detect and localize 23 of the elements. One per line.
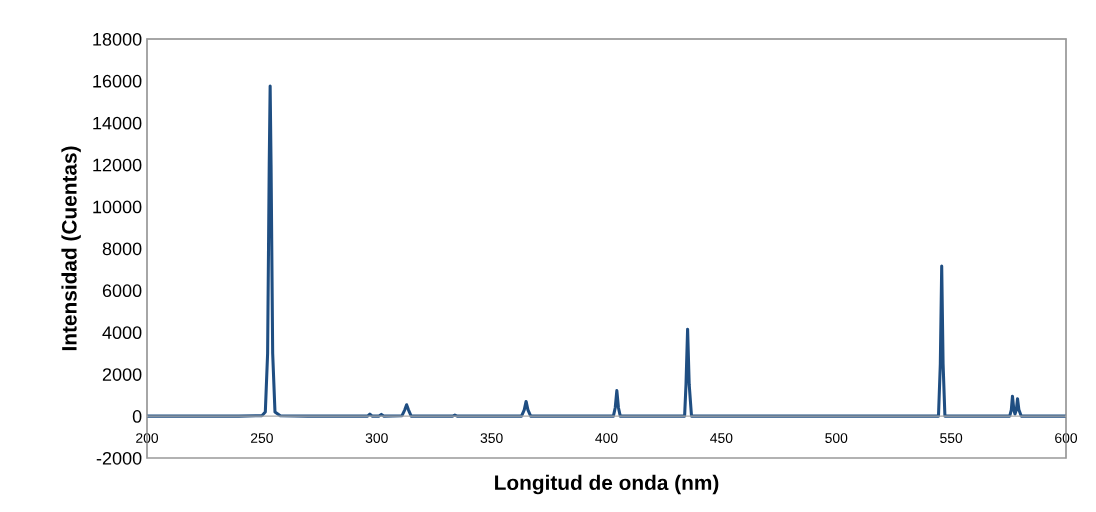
y-axis-title: Intensidad (Cuentas) bbox=[61, 146, 81, 351]
y-tick-label: 18000 bbox=[93, 32, 142, 46]
y-tick-label: -2000 bbox=[96, 451, 142, 465]
y-tick-label: 2000 bbox=[102, 368, 142, 381]
x-tick-label: 250 bbox=[250, 433, 273, 443]
x-tick-label: 600 bbox=[1055, 433, 1078, 443]
y-tick-label: 16000 bbox=[93, 74, 142, 88]
x-tick-label: 500 bbox=[825, 433, 848, 443]
y-tick-label: 12000 bbox=[93, 158, 142, 172]
y-tick-label: 4000 bbox=[102, 326, 142, 340]
line-series bbox=[147, 84, 1066, 418]
y-tick-label: 8000 bbox=[102, 242, 142, 256]
y-tick-label: 14000 bbox=[93, 116, 142, 130]
y-tick-label: 0 bbox=[132, 410, 142, 423]
x-tick-label: 300 bbox=[365, 433, 388, 443]
x-tick-label: 200 bbox=[136, 433, 159, 443]
x-axis-title: Longitud de onda (nm) bbox=[495, 474, 719, 495]
x-tick-label: 400 bbox=[595, 433, 618, 443]
y-tick-label: 10000 bbox=[93, 200, 142, 214]
x-tick-label: 450 bbox=[710, 433, 733, 443]
y-tick-label: 6000 bbox=[102, 284, 142, 298]
x-tick-label: 350 bbox=[480, 433, 503, 443]
x-tick-label: 550 bbox=[940, 433, 963, 443]
